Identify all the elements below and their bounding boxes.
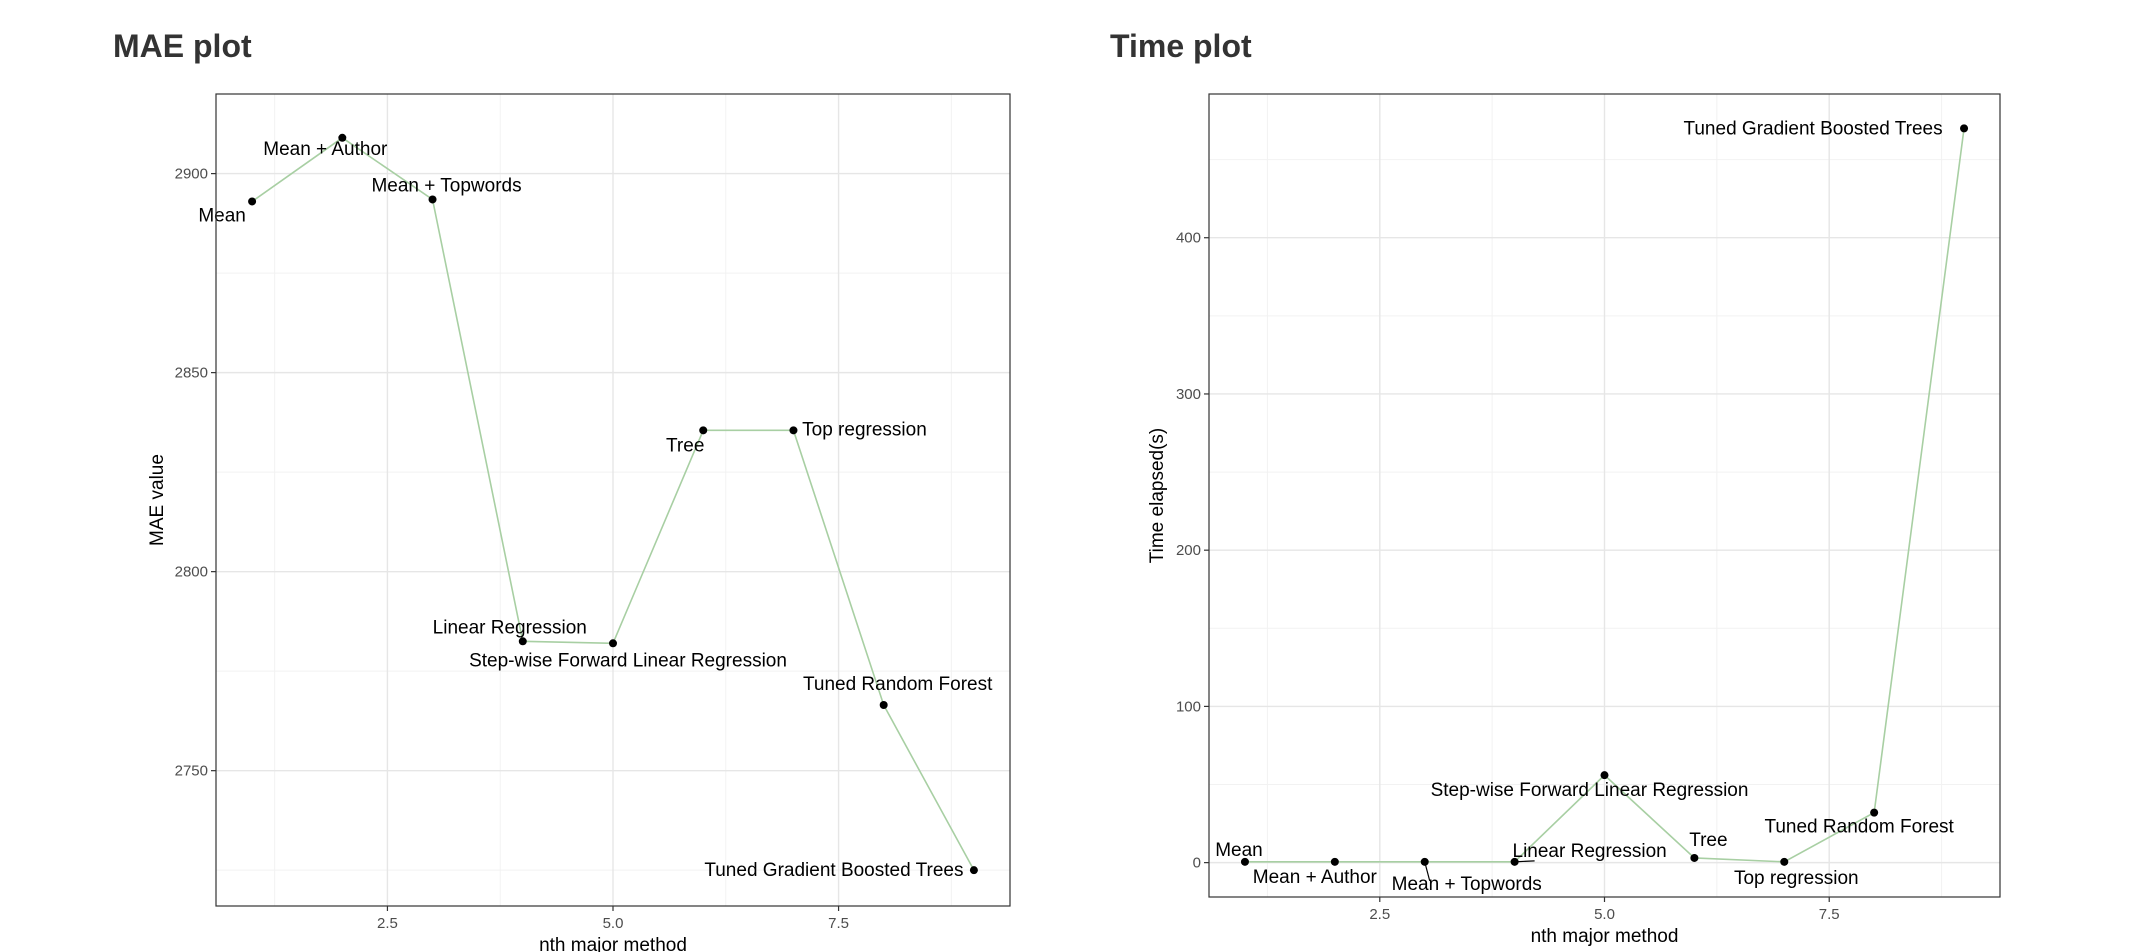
mae-panel-border [215, 93, 1011, 907]
mae-point-label: Step-wise Forward Linear Regression [469, 650, 787, 671]
mae-y-tick-label: 2800 [175, 564, 208, 581]
mae-point-label: Tree [666, 435, 704, 456]
time-y-tick-label: 100 [1176, 698, 1201, 715]
mae-data-point [879, 700, 888, 709]
time-y-axis-title: Time elapsed(s) [1147, 428, 1168, 564]
time-x-tick-label: 5.0 [1594, 906, 1615, 923]
mae-x-tick-label: 5.0 [603, 915, 624, 932]
time-point-label: Tuned Random Forest [1764, 817, 1954, 838]
time-plot-title: Time plot [1110, 28, 1252, 64]
mae-y-tick-label: 2850 [175, 365, 208, 382]
time-point-label: Top regression [1734, 868, 1859, 889]
mae-data-point [969, 866, 978, 875]
time-y-tick-label: 400 [1176, 230, 1201, 247]
time-data-point [1960, 124, 1969, 133]
time-point-label: Mean + Topwords [1392, 874, 1542, 895]
mae-point-label: Top regression [802, 419, 927, 440]
time-y-tick-label: 0 [1193, 855, 1201, 872]
mae-x-tick-label: 7.5 [828, 915, 849, 932]
mae-data-point [428, 195, 437, 204]
time-point-label: Step-wise Forward Linear Regression [1431, 780, 1749, 801]
time-y-tick-label: 200 [1176, 542, 1201, 559]
time-point-label: Tuned Gradient Boosted Trees [1683, 118, 1942, 139]
time-point-label: Mean + Author [1253, 867, 1378, 888]
time-x-tick-label: 7.5 [1819, 906, 1840, 923]
mae-data-point [248, 197, 257, 206]
time-x-axis-title: nth major method [1531, 926, 1679, 947]
mae-data-point [789, 426, 798, 435]
time-plot-panel: 2.5 5.0 7.5 0 100 200 300 400 Mean Mean + Author M… [1147, 93, 2001, 947]
mae-data-point [609, 639, 617, 648]
mae-y-tick-label: 2900 [175, 166, 208, 183]
time-data-point [1690, 853, 1699, 862]
mae-x-axis-title: nth major method [539, 935, 687, 952]
time-point-label: Tree [1689, 830, 1727, 851]
time-panel-border [1208, 93, 2001, 898]
mae-point-label: Tuned Random Forest [803, 674, 993, 695]
time-point-label: Linear Regression [1513, 841, 1667, 862]
mae-plot-title: MAE plot [113, 28, 252, 64]
mae-x-tick-label: 2.5 [377, 915, 398, 932]
time-point-label: Mean [1215, 840, 1263, 861]
time-data-point [1420, 857, 1429, 866]
time-plot-background [1204, 94, 2000, 902]
mae-plot-panel: 2.5 5.0 7.5 2750 2800 2850 2900 Mean Mean + Auth… [147, 93, 1011, 952]
mae-point-label: Tuned Gradient Boosted Trees [704, 860, 963, 881]
mae-point-label: Mean + Author [263, 139, 388, 160]
time-data-point [1780, 857, 1789, 866]
time-x-tick-label: 2.5 [1369, 906, 1390, 923]
mae-point-label: Linear Regression [433, 617, 587, 638]
time-data-point [1510, 857, 1519, 866]
time-data-point [1240, 857, 1249, 866]
mae-data-point [338, 133, 347, 142]
mae-point-label: Mean [198, 205, 246, 226]
mae-data-point [518, 637, 527, 646]
time-data-point [1870, 808, 1879, 817]
time-y-tick-label: 300 [1176, 386, 1201, 403]
time-data-point [1600, 771, 1609, 780]
mae-y-axis-title: MAE value [147, 454, 168, 546]
mae-plot-background [211, 94, 1010, 911]
time-data-point [1330, 857, 1339, 866]
mae-data-point [699, 426, 708, 435]
mae-point-label: Mean + Topwords [371, 175, 521, 196]
mae-y-tick-label: 2750 [175, 763, 208, 780]
